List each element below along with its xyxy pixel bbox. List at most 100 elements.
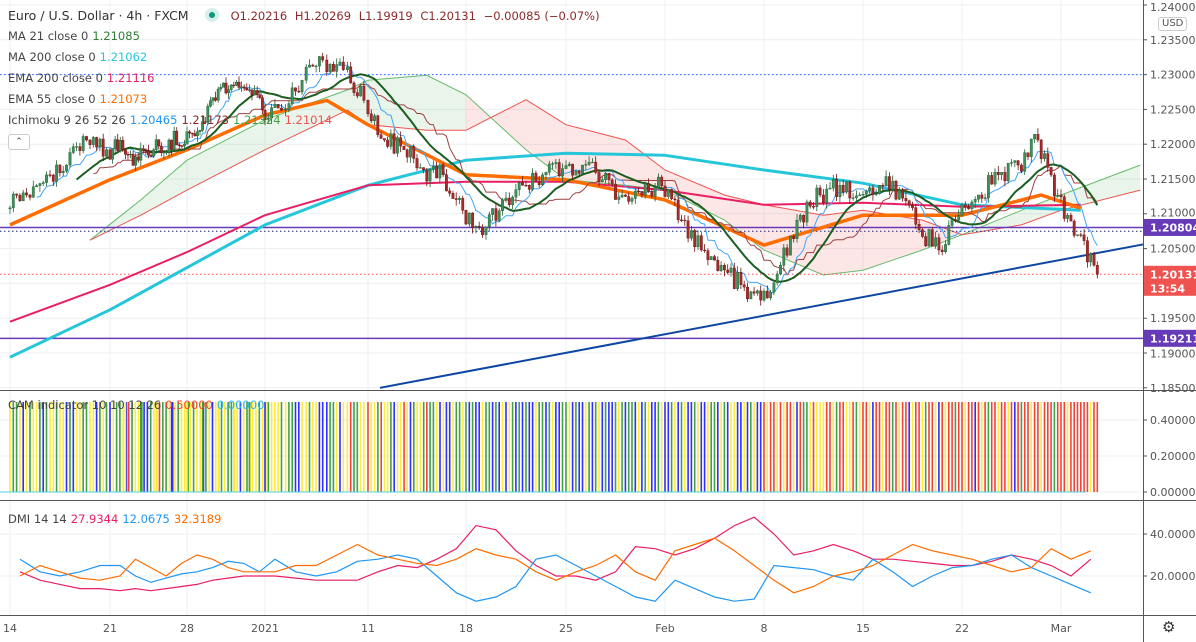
candle-body — [98, 138, 102, 148]
candle-body — [640, 191, 644, 196]
cam-bar — [236, 402, 238, 492]
candle-body — [311, 64, 315, 67]
candle-body — [481, 226, 484, 235]
cam-bar — [964, 402, 967, 492]
cam-bar — [915, 402, 917, 492]
cam-bar — [862, 402, 864, 492]
cam-bar — [786, 402, 788, 492]
legend-ichimoku[interactable]: Ichimoku 9 26 52 26 1.20465 1.21173 1.21324… — [8, 113, 336, 127]
cam-bar — [143, 402, 145, 492]
candle-body — [245, 88, 249, 91]
cam-bar — [153, 402, 155, 492]
candle-body — [290, 87, 294, 104]
legend-value: 1.21014 — [284, 113, 333, 127]
candle-body — [188, 131, 191, 134]
cam-bar — [621, 402, 623, 492]
currency-badge[interactable]: USD — [1158, 17, 1188, 31]
market-status-icon — [204, 8, 219, 22]
collapse-legend-button[interactable]: ⌃ — [8, 134, 30, 150]
cam-bar — [954, 402, 957, 492]
cam-bar — [249, 402, 252, 492]
symbol-title[interactable]: Euro / U.S. Dollar · 4h · FXCM — [8, 8, 189, 23]
cam-bar — [604, 402, 607, 492]
cam-bar — [789, 402, 792, 492]
cam-bar — [713, 402, 716, 492]
candle-body — [716, 259, 720, 271]
cam-bar — [571, 402, 574, 492]
candle-body — [693, 230, 697, 248]
cam-bar — [783, 402, 785, 492]
legend-dmi[interactable]: DMI 14 14 27.9344 12.0675 32.3189 — [8, 512, 225, 526]
candle-body — [706, 250, 710, 260]
cam-bar — [895, 402, 897, 492]
legend-ma200[interactable]: MA 200 close 0 1.21062 — [8, 50, 151, 64]
candle-body — [584, 164, 588, 166]
candle-body — [335, 64, 339, 72]
legend-ema200[interactable]: EMA 200 close 0 1.21116 — [8, 71, 158, 85]
candle-body — [554, 162, 558, 164]
cam-bar — [208, 402, 210, 492]
candle-body — [1029, 138, 1033, 157]
candle-body — [464, 210, 468, 225]
cam-bar — [211, 402, 214, 492]
candle-body — [51, 174, 55, 182]
candle-body — [660, 176, 664, 187]
candle-body — [41, 182, 45, 184]
candle-body — [574, 170, 578, 176]
symbol-legend: Euro / U.S. Dollar · 4h · FXCM O1.20216 … — [8, 8, 608, 23]
cam-bar — [416, 402, 418, 492]
candle-body — [1069, 214, 1073, 222]
cam-bar — [664, 402, 666, 492]
cam-bar — [265, 402, 267, 492]
candle-body — [48, 174, 52, 176]
candle-body — [308, 64, 311, 68]
cam-bar — [990, 402, 993, 492]
cam-bar — [478, 402, 480, 492]
candle-body — [149, 154, 153, 157]
candle-body — [402, 145, 406, 150]
candle-body — [709, 256, 713, 260]
candles — [8, 52, 1099, 306]
cam-bar — [248, 402, 251, 492]
candle-body — [355, 92, 359, 97]
candle-body — [785, 247, 789, 256]
candle-body — [663, 185, 667, 197]
cam-bar — [558, 402, 560, 492]
legend-cam[interactable]: CAM indicator 10 10 12 26 0.50000 0.00000 — [8, 398, 268, 412]
settings-gear-icon[interactable]: ⚙ — [1162, 618, 1176, 636]
cam-bar — [55, 402, 58, 492]
cam-tick-label: 0.00000 — [1150, 486, 1196, 499]
cam-bar — [961, 402, 963, 492]
cam-bar — [951, 402, 953, 492]
legend-ma21[interactable]: MA 21 close 0 1.21085 — [8, 29, 144, 43]
candle-body — [321, 56, 325, 61]
candle-body — [924, 236, 928, 247]
cam-bar — [174, 402, 176, 492]
cam-bar — [218, 402, 220, 492]
dmi-tick-label: 20.0000 — [1150, 570, 1196, 583]
candle-body — [227, 89, 230, 94]
cam-bar — [1060, 402, 1062, 492]
time-axis-label: 14 — [3, 622, 17, 635]
candle-body — [1092, 253, 1096, 266]
cam-bar — [49, 402, 51, 492]
candle-body — [318, 56, 321, 67]
cam-bar — [35, 402, 38, 492]
candle-body — [1059, 194, 1063, 198]
price-tick-label: 1.22500 — [1150, 103, 1196, 116]
candle-body — [531, 172, 535, 190]
candle-body — [118, 140, 122, 152]
cam-bar — [1037, 402, 1039, 492]
legend-ema55[interactable]: EMA 55 close 0 1.21073 — [8, 92, 151, 106]
candle-body — [185, 131, 189, 145]
cam-bar — [849, 402, 851, 492]
cam-bar — [400, 402, 402, 492]
cam-bar — [1010, 402, 1013, 492]
candle-body — [338, 61, 342, 65]
candle-body — [1006, 162, 1010, 182]
candle-body — [934, 237, 938, 247]
candle-body — [812, 206, 815, 208]
candle-body — [392, 133, 396, 154]
